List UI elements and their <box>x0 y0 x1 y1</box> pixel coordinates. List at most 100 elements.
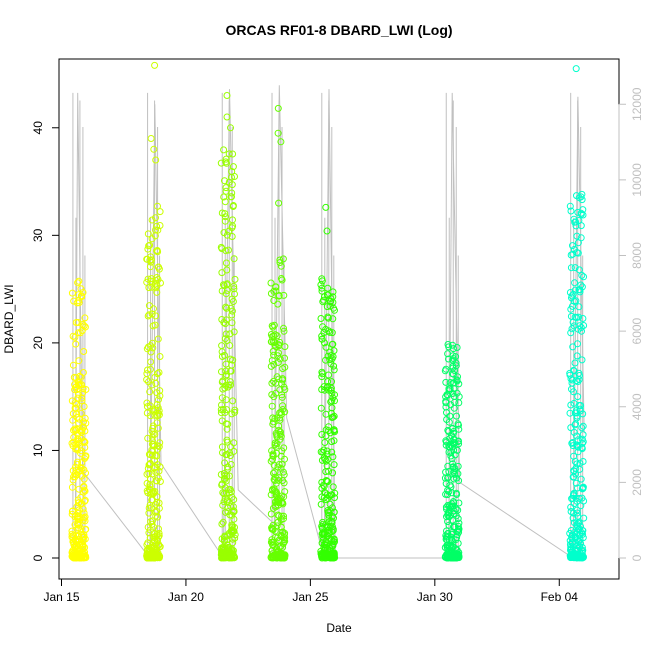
data-point <box>274 352 282 360</box>
data-point <box>452 353 460 361</box>
data-point <box>454 420 462 428</box>
data-point <box>146 460 154 468</box>
data-point <box>453 412 460 420</box>
data-point <box>71 425 79 433</box>
data-point <box>145 311 153 319</box>
data-point <box>147 358 155 366</box>
data-point <box>574 512 582 520</box>
data-point <box>444 491 451 499</box>
data-point <box>445 387 453 395</box>
y2-tick-label: 4000 <box>630 393 644 420</box>
x-tick-label: Jan 25 <box>292 590 328 604</box>
data-point <box>443 416 451 423</box>
data-point <box>75 485 83 493</box>
data-point <box>321 339 328 347</box>
y2-tick-label: 8000 <box>630 242 644 269</box>
data-point <box>156 208 164 216</box>
data-point <box>445 513 453 520</box>
data-point <box>326 298 334 306</box>
data-point <box>325 371 332 379</box>
data-point <box>222 184 230 192</box>
data-point <box>220 193 228 201</box>
data-point <box>219 489 227 497</box>
data-point <box>270 332 278 340</box>
data-point <box>75 524 83 532</box>
data-point <box>324 383 332 390</box>
data-point <box>225 472 233 480</box>
data-point <box>277 262 285 270</box>
data-point <box>223 304 231 312</box>
data-point <box>317 500 325 508</box>
data-point <box>442 468 450 476</box>
data-point <box>77 427 85 435</box>
data-point <box>450 404 458 412</box>
data-point <box>318 524 326 532</box>
data-point <box>74 279 82 287</box>
data-point <box>155 443 163 451</box>
data-point <box>572 479 580 487</box>
data-point <box>222 367 230 375</box>
data-point <box>449 498 457 505</box>
data-point <box>574 393 582 401</box>
data-point <box>228 224 236 232</box>
data-point <box>321 551 329 559</box>
data-point <box>330 551 338 559</box>
data-point <box>154 370 161 378</box>
data-point <box>152 379 160 387</box>
data-point <box>156 543 164 551</box>
data-point <box>573 432 581 440</box>
data-point <box>229 216 236 224</box>
data-point <box>154 263 162 271</box>
data-point <box>319 323 327 331</box>
data-point <box>455 525 463 533</box>
data-point <box>77 500 85 508</box>
data-point <box>229 522 236 530</box>
data-point <box>143 376 151 384</box>
data-point <box>80 322 88 330</box>
data-point <box>318 332 326 340</box>
data-point <box>145 284 153 292</box>
data-point <box>577 475 585 483</box>
data-point <box>318 539 326 547</box>
data-point <box>318 335 326 343</box>
data-point <box>280 531 288 539</box>
data-point <box>267 290 275 297</box>
data-point <box>150 407 158 415</box>
data-point <box>318 551 325 559</box>
data-point <box>449 355 457 362</box>
data-point <box>223 287 231 294</box>
data-point <box>218 316 226 323</box>
data-point <box>74 435 82 443</box>
data-point <box>280 327 288 335</box>
data-point <box>578 435 586 443</box>
data-point <box>269 347 277 355</box>
data-point <box>152 156 160 164</box>
data-point <box>155 369 163 376</box>
data-point <box>81 444 89 451</box>
data-point <box>268 402 276 410</box>
data-point <box>82 453 90 461</box>
data-point <box>226 330 234 338</box>
data-point <box>223 280 231 288</box>
data-point <box>144 489 152 497</box>
data-point <box>451 470 459 478</box>
data-point <box>151 457 158 464</box>
data-point <box>570 509 578 517</box>
data-point <box>572 420 580 428</box>
data-point <box>572 465 580 472</box>
data-point <box>323 447 331 455</box>
data-point <box>327 360 335 368</box>
data-point <box>452 536 460 544</box>
data-point <box>324 378 332 386</box>
data-point <box>219 501 227 509</box>
y2-tick-label: 2000 <box>630 469 644 496</box>
data-point <box>230 255 238 263</box>
data-point <box>448 551 456 559</box>
data-point <box>222 213 229 221</box>
data-point <box>568 539 576 547</box>
data-point <box>149 344 157 352</box>
data-point <box>144 553 151 561</box>
data-point <box>69 361 77 369</box>
data-point <box>324 284 332 292</box>
data-point <box>77 285 85 293</box>
